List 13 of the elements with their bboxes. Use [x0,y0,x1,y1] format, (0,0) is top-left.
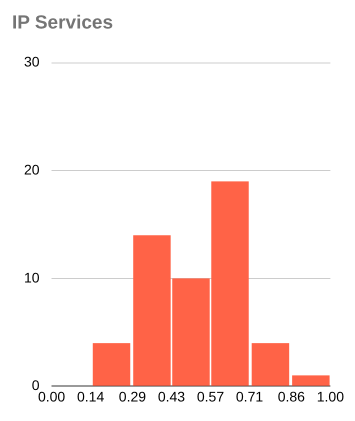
y-tick-label: 20 [24,161,40,178]
x-tick-label: 0.57 [196,388,224,404]
x-tick-label: 0.71 [236,388,264,404]
x-tick-label: 0.29 [118,388,146,404]
x-tick-label: 0.14 [76,388,104,404]
x-tick-label: 0.43 [158,388,186,404]
x-tick-label: 1.00 [316,388,344,404]
y-tick-label: 0 [32,377,40,394]
x-tick-label: 0.00 [38,388,66,404]
y-tick-label: 10 [24,269,40,286]
chart-title: IP Services [12,12,114,34]
y-tick-label: 30 [24,54,40,70]
x-tick-label: 0.86 [278,388,306,404]
